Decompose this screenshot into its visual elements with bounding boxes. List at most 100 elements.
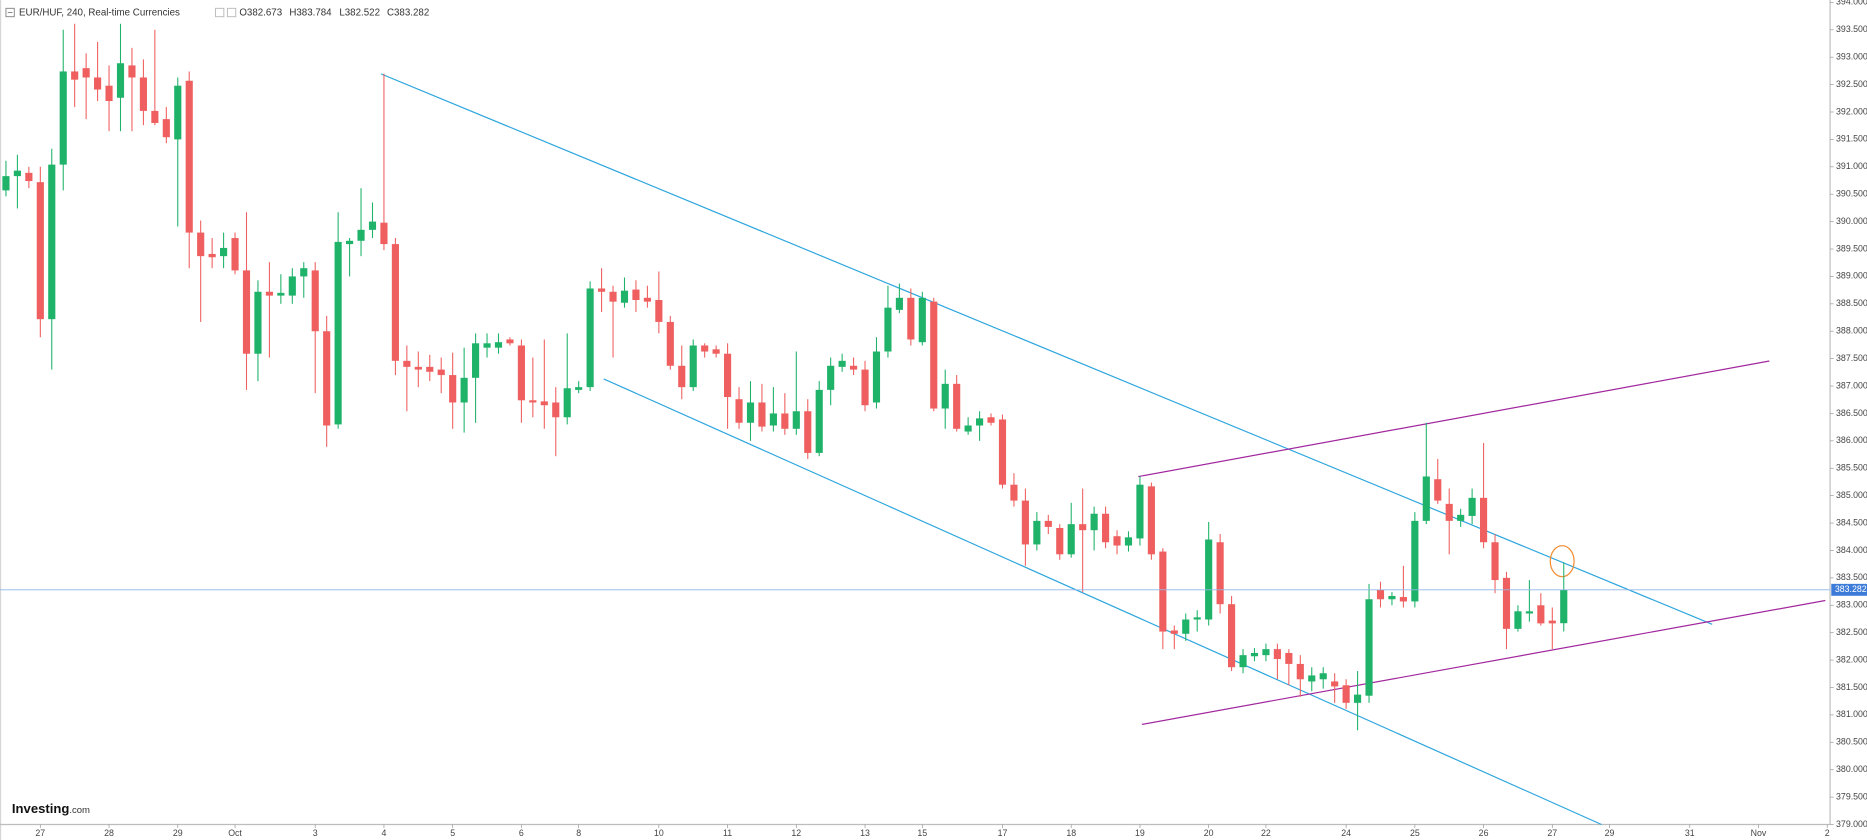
x-tick-label: 26 <box>1479 828 1489 838</box>
candle-body <box>1010 484 1018 501</box>
candle-body <box>1228 604 1236 668</box>
candle-body <box>884 307 892 352</box>
candle-body <box>666 321 674 366</box>
candle-body <box>300 268 308 277</box>
y-tick-label: 388.000 <box>1836 326 1867 336</box>
close-icon[interactable] <box>226 7 237 18</box>
y-tick-label: 384.000 <box>1836 545 1867 555</box>
trend-line <box>1138 360 1770 478</box>
drawings <box>380 73 1826 826</box>
candle-body <box>2 176 10 191</box>
candle-body <box>586 288 594 388</box>
candle-body <box>964 425 972 432</box>
candle-body <box>907 297 915 340</box>
candle-body <box>1044 520 1052 527</box>
header: EUR/HUF, 240, Real-time Currencies O382.… <box>5 7 429 19</box>
candle-body <box>1033 520 1041 545</box>
candle-body <box>1422 476 1430 521</box>
y-tick-label: 385.000 <box>1836 490 1867 500</box>
highlight-ellipse <box>1549 545 1575 578</box>
candle-body <box>1170 630 1178 634</box>
y-tick-label: 382.000 <box>1836 654 1867 664</box>
candle-body <box>1067 524 1075 555</box>
y-tick-label: 393.500 <box>1836 24 1867 34</box>
candle-body <box>1399 597 1407 602</box>
candle-body <box>1342 685 1350 703</box>
y-tick-label: 379.500 <box>1836 791 1867 801</box>
candle-body <box>116 63 125 98</box>
candle-body <box>976 418 984 426</box>
candle-body <box>758 402 766 427</box>
x-tick-label: 27 <box>1547 828 1557 838</box>
candle-body <box>59 71 67 165</box>
y-tick-label: 384.500 <box>1836 517 1867 527</box>
y-tick-label: 391.500 <box>1836 134 1867 144</box>
candle-body <box>1319 673 1327 680</box>
candle-body <box>941 383 949 409</box>
candle-body <box>1079 524 1087 531</box>
y-tick-label: 386.500 <box>1836 408 1867 418</box>
y-tick-label: 382.500 <box>1836 627 1867 637</box>
candle-body <box>185 80 193 233</box>
candle-body <box>105 85 113 102</box>
candle-body <box>1159 551 1167 632</box>
candle-body <box>437 369 445 376</box>
candle-body <box>368 221 377 230</box>
candle-body <box>220 247 228 257</box>
y-tick-label: 383.000 <box>1836 600 1867 610</box>
candle-body <box>1113 536 1121 546</box>
y-tick-label: 391.000 <box>1836 161 1867 171</box>
y-tick-label: 392.000 <box>1836 106 1867 116</box>
candle-body <box>724 353 732 398</box>
candle-body <box>139 77 147 111</box>
logo-text: Investing.com <box>12 802 90 817</box>
last-price-label: 383.282 <box>1835 584 1867 594</box>
x-tick-label: 24 <box>1341 828 1351 838</box>
candle-body <box>48 164 56 320</box>
candle-body <box>1090 513 1098 531</box>
y-tick-label: 380.000 <box>1836 764 1867 774</box>
candle-body <box>1102 513 1110 543</box>
candle-body <box>1376 589 1385 600</box>
logo: Investing.com <box>12 802 90 817</box>
candle-body <box>1273 649 1281 659</box>
x-tick-label: 18 <box>1066 828 1076 838</box>
candle-body <box>1124 537 1133 546</box>
candle-body <box>1239 655 1247 668</box>
logo-main: Investing <box>12 802 69 817</box>
x-tick-label: 12 <box>791 828 801 838</box>
settings-icon[interactable] <box>215 7 225 18</box>
candle-body <box>1331 681 1339 687</box>
candle-body <box>242 270 251 354</box>
x-tick-label: 13 <box>860 828 870 838</box>
collapse-icon[interactable] <box>5 7 15 18</box>
y-tick-label: 387.000 <box>1836 380 1867 390</box>
x-tick-label: 6 <box>519 828 524 838</box>
candle-body <box>804 411 812 453</box>
candle-body <box>1308 675 1316 682</box>
candle-body <box>1548 620 1556 624</box>
logo-suffix: .com <box>69 805 90 816</box>
candle-body <box>655 299 663 322</box>
candle-body <box>678 365 686 388</box>
candle-body <box>71 71 79 80</box>
candle-body <box>197 232 205 257</box>
candle-body <box>25 172 33 182</box>
candle-body <box>151 110 159 123</box>
candle-body <box>872 351 881 403</box>
last-price-box <box>1831 583 1867 596</box>
candle-body <box>1205 539 1213 620</box>
candle-body <box>735 399 743 423</box>
x-tick-label: 3 <box>313 828 318 838</box>
candle-body <box>1411 520 1419 602</box>
x-tick-label: Nov <box>1751 828 1767 838</box>
open-readout: O382.673 <box>239 8 282 19</box>
candle-body <box>1434 479 1442 501</box>
candle-body <box>1388 595 1396 600</box>
y-tick-label: 386.000 <box>1836 435 1867 445</box>
y-tick-label: 388.500 <box>1836 298 1867 308</box>
candle-body <box>174 85 182 140</box>
candle-body <box>494 342 503 348</box>
candle-body <box>1445 503 1453 521</box>
candle-body <box>838 360 846 367</box>
